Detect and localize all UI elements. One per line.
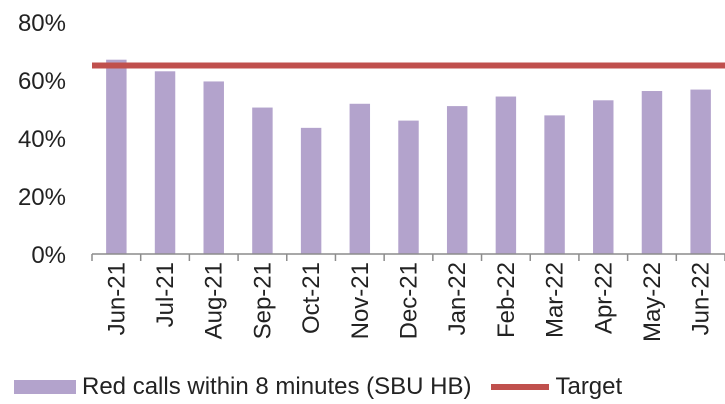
x-tick-label: Dec-21 (396, 262, 423, 339)
bar (252, 107, 273, 254)
bar (398, 120, 419, 254)
x-tick-label: Sep-21 (249, 262, 276, 339)
bar (106, 59, 127, 255)
bars (106, 59, 711, 255)
bar (495, 96, 517, 254)
x-tick-label: Apr-22 (590, 262, 617, 334)
x-tick-label: Oct-21 (298, 262, 325, 334)
bar (349, 103, 371, 254)
x-tick-label: Aug-21 (201, 262, 228, 339)
y-tick-label: 0% (31, 242, 66, 269)
y-tick-label: 40% (18, 126, 66, 153)
legend-item-target: Target (471, 373, 622, 401)
y-tick-label: 60% (18, 68, 66, 95)
x-tick-label: Jan-22 (444, 262, 471, 335)
x-axis: Jun-21 Jul-21 Aug-21 Sep-21 Oct-21 Nov-21 Dec-… (91, 253, 725, 342)
legend-label-series: Red calls within 8 minutes (SBU HB) (82, 373, 472, 400)
legend-item-series: Red calls within 8 minutes (SBU HB) (14, 373, 471, 401)
bar (203, 81, 224, 254)
y-tick-label: 80% (18, 10, 66, 37)
x-tick-label: Jun-22 (688, 262, 715, 335)
bar (593, 100, 614, 254)
x-tick-label: Jul-21 (152, 262, 179, 327)
x-tick-label: Nov-21 (347, 262, 374, 339)
bar (690, 89, 711, 254)
bar-chart: 0% 20% 40% 60% 80% Jun-21 Jul-21 Aug-21 Sep-21 O… (18, 10, 725, 342)
x-tick-label: Feb-22 (493, 262, 520, 338)
legend-swatch-bars (14, 380, 76, 394)
bar (544, 115, 565, 254)
x-tick-label: Mar-22 (542, 262, 569, 338)
y-axis: 0% 20% 40% 60% 80% (18, 10, 66, 269)
x-tick-label: May-22 (639, 262, 666, 342)
bar (446, 106, 468, 254)
bar (300, 127, 322, 254)
y-tick-label: 20% (18, 184, 66, 211)
legend-label-target: Target (555, 373, 623, 400)
legend: Red calls within 8 minutes (SBU HB) Targ… (14, 372, 622, 402)
legend-swatch-target (491, 384, 550, 390)
x-tick-label: Jun-21 (103, 262, 130, 335)
bar (641, 91, 663, 255)
bar (154, 71, 176, 254)
